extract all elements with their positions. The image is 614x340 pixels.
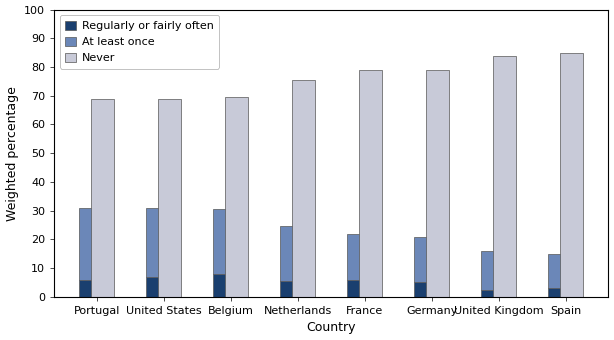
X-axis label: Country: Country [306, 321, 356, 335]
Bar [414, 283, 438, 297]
Bar [426, 70, 449, 297]
Y-axis label: Weighted percentage: Weighted percentage [6, 86, 18, 221]
Bar [146, 277, 169, 297]
Bar [414, 237, 438, 283]
Bar [292, 80, 316, 297]
Bar [481, 251, 505, 290]
Bar [548, 254, 572, 288]
Bar [280, 226, 304, 281]
Bar [493, 55, 516, 297]
Bar [146, 208, 169, 277]
Legend: Regularly or fairly often, At least once, Never: Regularly or fairly often, At least once… [60, 15, 219, 69]
Bar [213, 274, 237, 297]
Bar [213, 209, 237, 274]
Bar [347, 279, 371, 297]
Bar [560, 53, 583, 297]
Bar [158, 99, 182, 297]
Bar [79, 279, 103, 297]
Bar [347, 234, 371, 279]
Bar [91, 99, 114, 297]
Bar [359, 70, 383, 297]
Bar [548, 288, 572, 297]
Bar [481, 290, 505, 297]
Bar [225, 97, 249, 297]
Bar [280, 281, 304, 297]
Bar [79, 208, 103, 279]
